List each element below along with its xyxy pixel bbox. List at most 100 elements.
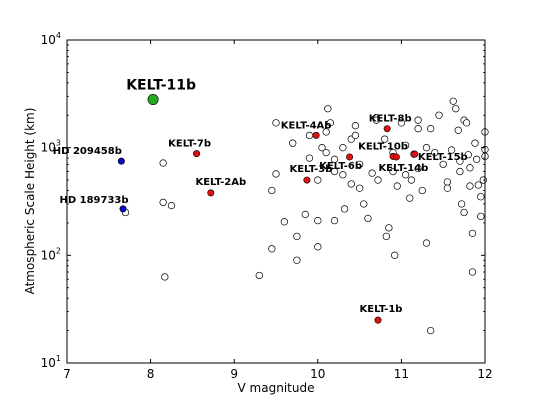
data-point <box>293 232 301 241</box>
data-point <box>471 139 479 147</box>
data-point <box>340 205 349 213</box>
data-point <box>391 251 399 259</box>
data-point <box>355 184 364 192</box>
y-tick-label: 101 <box>41 354 61 370</box>
data-point <box>364 214 372 223</box>
x-tick-label: 10 <box>310 367 325 381</box>
point-label: KELT-1b <box>360 304 403 315</box>
data-point <box>351 122 360 130</box>
point-label: KELT-15b <box>418 152 468 163</box>
point-label: KELT-14b <box>378 163 428 174</box>
data-point <box>422 144 431 152</box>
data-point <box>472 155 481 163</box>
x-tick-label: 8 <box>147 367 155 381</box>
data-point <box>314 176 322 184</box>
data-point <box>427 125 435 133</box>
data-point <box>347 180 355 188</box>
data-point <box>439 160 447 168</box>
data-point <box>406 194 414 202</box>
highlighted-points <box>117 94 419 324</box>
data-point <box>272 119 280 127</box>
data-point <box>382 232 391 241</box>
highlight-point <box>303 176 311 184</box>
x-tick-label: 9 <box>230 367 238 381</box>
highlight-point <box>147 94 159 106</box>
data-point <box>314 243 322 251</box>
data-point <box>401 141 410 150</box>
x-axis-ticks: 7 8 9 10 11 12 <box>63 40 493 381</box>
data-point <box>452 105 460 113</box>
data-point <box>289 139 297 147</box>
data-point <box>368 169 376 177</box>
data-point <box>330 216 339 225</box>
data-point <box>389 167 397 176</box>
data-point <box>159 159 167 167</box>
data-point <box>466 182 474 190</box>
data-point <box>305 131 314 140</box>
highlight-point <box>193 150 201 158</box>
y-tick-label: 103 <box>41 139 61 155</box>
highlight-point <box>207 189 215 197</box>
data-point <box>427 326 435 335</box>
highlight-point <box>383 125 391 133</box>
point-label: KELT-10b <box>358 141 408 152</box>
plot-frame <box>66 39 486 364</box>
data-point <box>447 146 456 154</box>
data-point <box>462 119 471 127</box>
y-axis-ticks: 101 102 103 104 <box>41 31 485 370</box>
data-point <box>414 164 422 173</box>
data-point <box>457 200 466 208</box>
data-point <box>422 239 431 247</box>
highlight-point <box>374 316 382 324</box>
data-point <box>339 171 347 179</box>
data-point <box>322 128 330 136</box>
point-label: HD 209458b <box>53 146 122 157</box>
data-point <box>330 167 339 176</box>
data-point <box>414 116 422 124</box>
data-point <box>268 186 276 195</box>
point-label: KELT-2Ab <box>195 177 246 188</box>
data-point <box>477 193 485 201</box>
data-point <box>385 224 393 232</box>
data-point <box>272 170 280 178</box>
data-point <box>326 119 334 127</box>
highlight-point <box>117 157 125 165</box>
point-label: HD 189733b <box>59 195 128 206</box>
x-tick-label: 12 <box>477 367 492 381</box>
point-label: KELT-6b <box>319 161 362 172</box>
data-point <box>464 151 472 159</box>
data-point <box>301 210 309 219</box>
data-point <box>431 148 439 157</box>
data-point <box>305 154 314 162</box>
data-point <box>324 105 332 113</box>
data-point <box>351 131 360 140</box>
data-point <box>468 268 477 276</box>
data-point <box>454 126 462 134</box>
highlight-point <box>411 150 419 158</box>
data-point <box>407 176 416 184</box>
y-tick-label: 102 <box>41 246 61 262</box>
x-tick-label: 7 <box>63 367 71 381</box>
data-point <box>293 256 301 264</box>
data-point <box>456 157 464 165</box>
data-point <box>314 216 322 225</box>
data-point <box>456 167 464 176</box>
data-point <box>449 97 457 105</box>
x-tick-label: 11 <box>394 367 409 381</box>
data-point <box>161 273 169 281</box>
point-label: KELT-8b <box>369 114 412 125</box>
data-point <box>372 116 380 124</box>
data-point <box>401 171 410 179</box>
point-label: KELT-4Ab <box>281 120 332 131</box>
data-point <box>443 178 452 186</box>
data-point <box>268 245 276 253</box>
data-point <box>355 160 364 168</box>
data-point <box>460 208 468 217</box>
data-point <box>468 229 477 238</box>
point-annotations: KELT-11b HD 209458b HD 189733b KELT-7b KELT-… <box>53 78 468 316</box>
data-point <box>322 148 330 157</box>
data-point <box>414 125 422 133</box>
data-point <box>167 201 176 210</box>
data-point <box>159 198 167 207</box>
